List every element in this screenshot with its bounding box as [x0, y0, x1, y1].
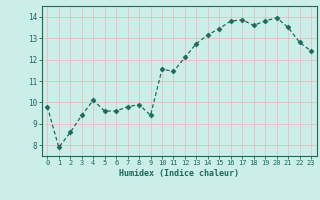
X-axis label: Humidex (Indice chaleur): Humidex (Indice chaleur) — [119, 169, 239, 178]
